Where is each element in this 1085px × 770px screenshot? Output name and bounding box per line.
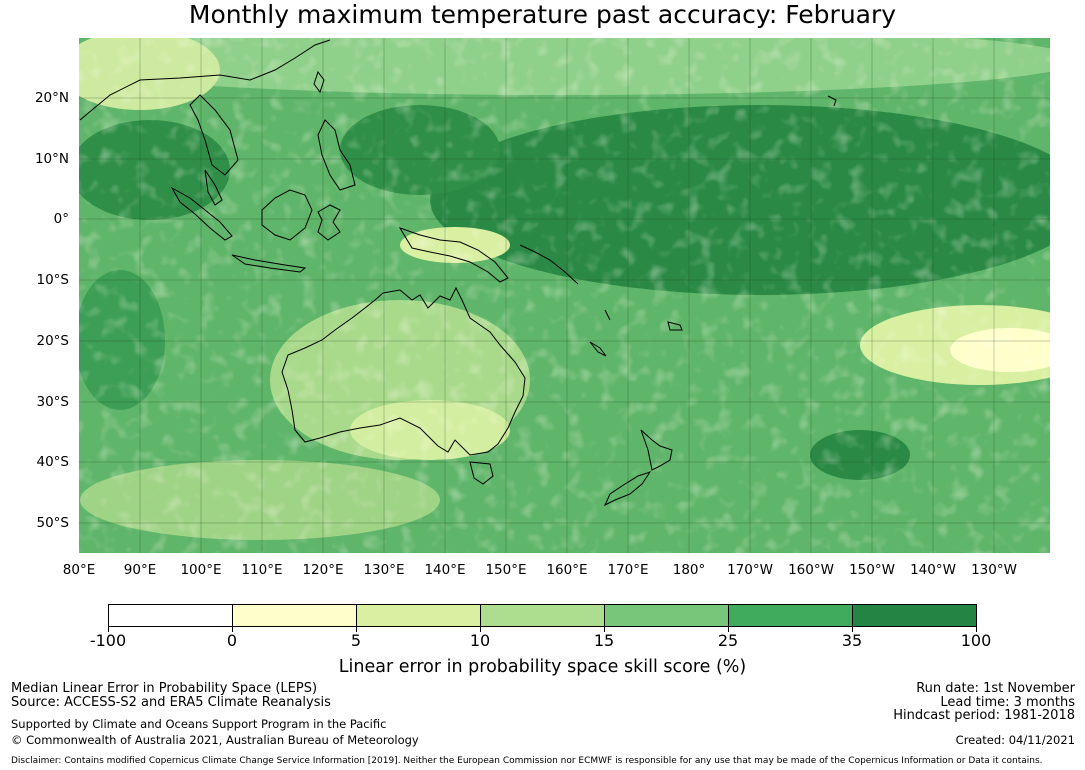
lon-label-170e: 170°E xyxy=(607,562,649,578)
lon-label-130w: 130°W xyxy=(971,562,1017,578)
coast-new-caledonia xyxy=(589,341,607,357)
colorbar-tick xyxy=(480,627,481,632)
coast-malay xyxy=(204,169,223,206)
coast-vanuatu xyxy=(604,309,611,321)
colorbar-tick xyxy=(232,627,233,632)
footer-hindcast-period: Hindcast period: 1981-2018 xyxy=(893,708,1075,723)
lat-label-10s: 10°S xyxy=(36,272,70,288)
coast-new-guinea xyxy=(398,227,509,283)
footer-support: Supported by Climate and Oceans Support … xyxy=(11,717,387,731)
coast-hawaii xyxy=(827,95,837,107)
lon-label-80e: 80°E xyxy=(62,562,96,578)
coast-fiji xyxy=(667,321,683,331)
lon-label-160w: 160°W xyxy=(788,562,834,578)
colorbar-tick xyxy=(356,627,357,632)
coast-java xyxy=(231,254,307,273)
colorbar-tick-label: 15 xyxy=(593,631,615,650)
colorbar-segment-2 xyxy=(233,605,357,626)
skill-score-map xyxy=(79,38,1050,553)
lon-label-130e: 130°E xyxy=(363,562,405,578)
lon-label-150e: 150°E xyxy=(485,562,527,578)
footer-disclaimer: Disclaimer: Contains modified Copernicus… xyxy=(11,756,1043,766)
colorbar-tick-label: 5 xyxy=(350,631,362,650)
lat-label-20n: 20°N xyxy=(34,90,69,106)
colorbar-tick xyxy=(976,627,977,632)
lat-label-0: 0° xyxy=(53,211,69,227)
lon-label-180: 180° xyxy=(672,562,706,578)
footer-created: Created: 04/11/2021 xyxy=(955,733,1075,747)
footer-lead-time: Lead time: 3 months xyxy=(940,695,1075,710)
colorbar-tick xyxy=(604,627,605,632)
coast-philippines xyxy=(317,119,356,191)
lon-label-120e: 120°E xyxy=(302,562,344,578)
colorbar-segment-6 xyxy=(729,605,853,626)
lon-label-160e: 160°E xyxy=(546,562,588,578)
colorbar-tick-label: -100 xyxy=(89,631,127,650)
coast-sulawesi xyxy=(317,204,341,241)
coast-indochina xyxy=(189,94,239,176)
coast-new-zealand-north xyxy=(640,429,673,471)
lat-label-20s: 20°S xyxy=(36,333,70,349)
lon-label-150w: 150°W xyxy=(849,562,895,578)
colorbar-tick-label: 10 xyxy=(469,631,491,650)
lon-label-100e: 100°E xyxy=(180,562,222,578)
colorbar-label: Linear error in probability space skill … xyxy=(338,657,747,677)
footer-method: Median Linear Error in Probability Space… xyxy=(11,681,318,696)
coast-sumatra xyxy=(170,186,233,241)
lon-label-140w: 140°W xyxy=(910,562,956,578)
lat-label-50s: 50°S xyxy=(36,515,70,531)
colorbar-tick-label: 25 xyxy=(717,631,739,650)
lon-label-170w: 170°W xyxy=(727,562,773,578)
lon-label-90e: 90°E xyxy=(123,562,157,578)
lat-label-40s: 40°S xyxy=(36,454,70,470)
colorbar-segment-1 xyxy=(109,605,233,626)
colorbar-tick-label: 35 xyxy=(841,631,863,650)
lon-label-110e: 110°E xyxy=(241,562,283,578)
colorbar xyxy=(108,604,977,627)
lat-label-10n: 10°N xyxy=(34,151,69,167)
colorbar-segment-5 xyxy=(605,605,729,626)
colorbar-tick-label: 100 xyxy=(960,631,992,650)
colorbar-segment-7 xyxy=(853,605,976,626)
coast-australia xyxy=(281,286,526,456)
footer-source: Source: ACCESS-S2 and ERA5 Climate Reana… xyxy=(11,695,331,710)
colorbar-segment-4 xyxy=(481,605,605,626)
field-noise xyxy=(79,38,1050,553)
coastlines xyxy=(79,39,837,507)
coast-taiwan xyxy=(313,70,325,94)
colorbar-tick xyxy=(728,627,729,632)
colorbar-tick-label: 0 xyxy=(226,631,238,650)
colorbar-tick xyxy=(852,627,853,632)
lat-label-30s: 30°S xyxy=(36,394,70,410)
footer-run-date: Run date: 1st November xyxy=(916,681,1075,696)
coast-china xyxy=(79,39,331,121)
footer-copyright: © Commonwealth of Australia 2021, Austra… xyxy=(11,733,419,747)
coast-tasmania xyxy=(469,461,494,485)
coast-borneo xyxy=(261,189,313,241)
colorbar-tick xyxy=(108,627,109,632)
coast-solomons xyxy=(519,244,579,285)
coast-new-zealand-south xyxy=(603,471,652,507)
map-title: Monthly maximum temperature past accurac… xyxy=(188,0,897,29)
colorbar-segment-3 xyxy=(357,605,481,626)
lon-label-140e: 140°E xyxy=(424,562,466,578)
